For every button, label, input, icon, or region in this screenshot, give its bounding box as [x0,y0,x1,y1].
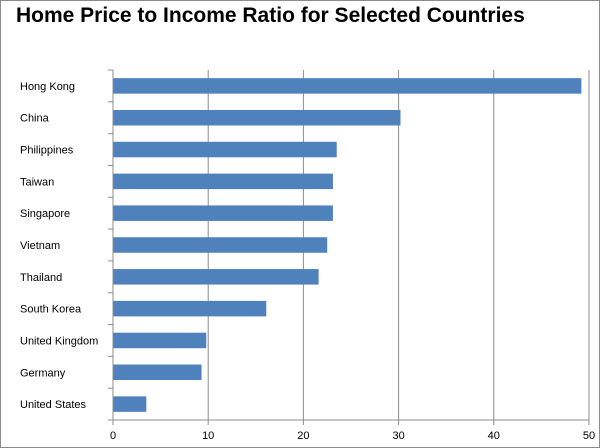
category-label: Germany [20,367,66,379]
bar [113,332,207,349]
category-labels: Hong Kong China Philippines Taiwan Singapore… [20,81,98,411]
category-label: China [20,113,50,125]
tick-labels: 0 10 20 30 40 50 [110,430,595,442]
category-label: Vietnam [20,240,60,252]
bar [113,205,333,221]
bar [113,396,147,412]
category-label: Thailand [20,272,62,284]
x-tick-label: 10 [202,430,214,442]
category-label: Hong Kong [20,81,75,93]
category-label: Singapore [20,208,70,220]
x-tick-label: 30 [392,430,404,442]
bar [113,173,333,190]
category-label: United States [20,399,87,411]
bar [113,78,582,94]
bar [113,237,328,253]
x-tick-label: 0 [110,430,116,442]
x-tick-label: 20 [297,430,309,442]
category-label: Philippines [20,145,74,157]
bar [113,269,319,285]
x-tick-label: 40 [488,430,500,442]
bar [113,141,337,158]
bar [113,364,202,381]
axes [108,69,590,425]
category-label: Taiwan [20,176,54,188]
bars [113,78,582,412]
category-label: South Korea [20,304,82,316]
x-tick-label: 50 [583,430,595,442]
chart-title: Home Price to Income Ratio for Selected … [16,4,525,27]
bar [113,300,267,317]
bar [113,109,401,126]
category-label: United Kingdom [20,335,98,347]
